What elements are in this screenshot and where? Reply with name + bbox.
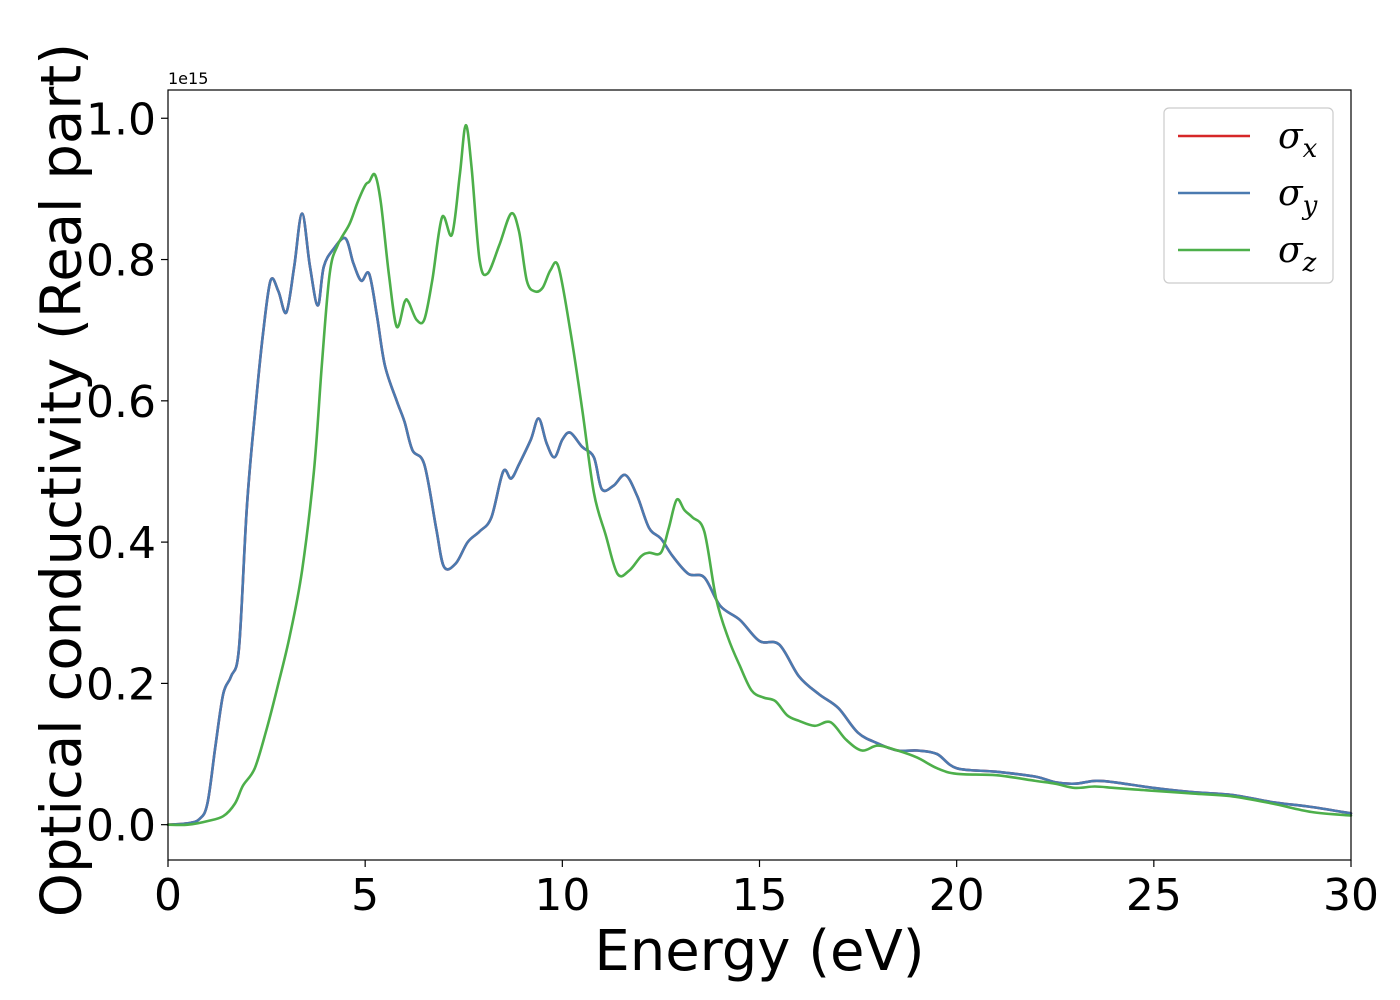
x-tick-label: 30 <box>1323 870 1379 921</box>
plot-area <box>168 90 1351 860</box>
x-tick-label: 15 <box>732 870 788 921</box>
legend-label-x: σx <box>1278 116 1318 164</box>
y-tick-label: 0.4 <box>86 518 156 569</box>
y-axis-label: Optical conductivity (Real part) <box>30 43 95 917</box>
legend-symbol: σ <box>1278 116 1304 157</box>
x-tick-label: 20 <box>929 870 985 921</box>
x-axis: 0 5 10 15 20 25 30 <box>154 860 1379 921</box>
legend-label-y: σy <box>1278 173 1318 221</box>
legend-subscript: x <box>1303 134 1318 164</box>
y-axis: 0.0 0.2 0.4 0.6 0.8 1.0 <box>86 94 168 852</box>
series-line-z <box>166 123 1353 827</box>
y-tick-label: 1.0 <box>86 94 156 145</box>
legend-box <box>1163 107 1334 284</box>
legend-subscript: z <box>1302 248 1317 278</box>
legend-symbol: σ <box>1278 173 1304 214</box>
x-axis-label: Energy (eV) <box>594 919 924 984</box>
x-tick-label: 10 <box>534 870 590 921</box>
legend-symbol: σ <box>1278 230 1304 271</box>
x-tick-label: 5 <box>351 870 379 921</box>
x-tick-label: 25 <box>1126 870 1182 921</box>
y-tick-label: 0.8 <box>86 236 156 287</box>
y-tick-label: 0.0 <box>86 801 156 852</box>
series-layer <box>166 123 1353 827</box>
legend-subscript: y <box>1302 191 1318 221</box>
legend-label-z: σz <box>1278 230 1317 278</box>
y-tick-label: 0.2 <box>86 659 156 710</box>
y-offset-label: 1e15 <box>168 69 208 88</box>
y-tick-label: 0.6 <box>86 377 156 428</box>
series-line-y <box>166 212 1353 826</box>
x-tick-label: 0 <box>154 870 182 921</box>
